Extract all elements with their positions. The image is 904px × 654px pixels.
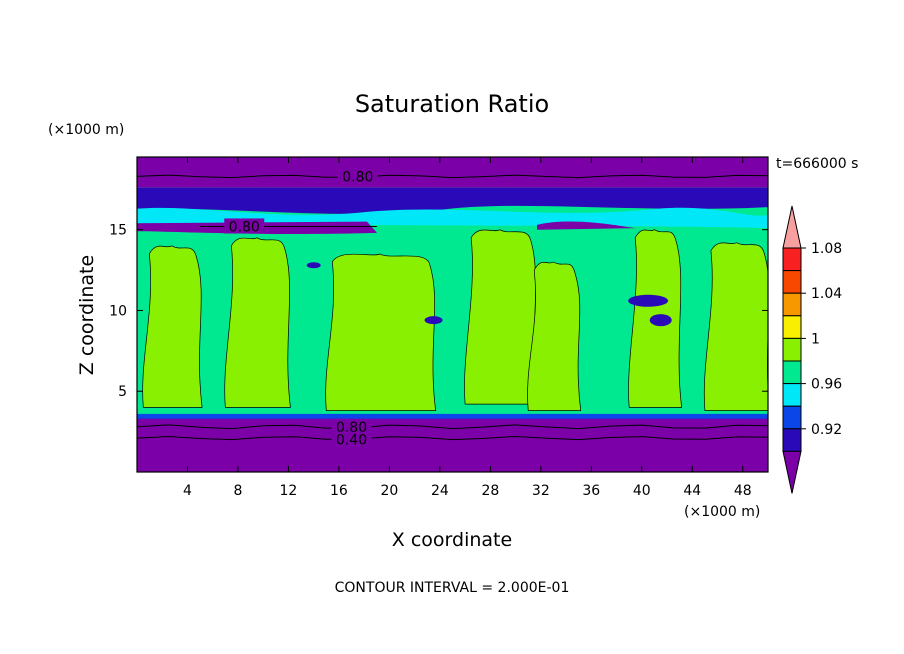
colorbar-segment (782, 360, 802, 385)
y-tick-label: 15 (109, 223, 127, 239)
supersaturated-patch (224, 237, 291, 408)
x-tick-label: 12 (280, 483, 298, 499)
chart-title: Saturation Ratio (355, 90, 549, 118)
plot-frame (136, 156, 769, 473)
supersaturated-patch (325, 253, 436, 411)
colorbar-tick-label: 0.92 (811, 422, 842, 438)
y-axis-label: Z coordinate (76, 255, 98, 375)
upper-dry-band (137, 157, 768, 188)
colorbar-segment (782, 247, 802, 272)
lower-band-edge (137, 413, 768, 419)
colorbar-tick-label: 1 (811, 331, 820, 347)
colorbar-segment (782, 428, 802, 452)
colorbar-tick-label: 1.04 (811, 286, 842, 302)
colorbar-segment (782, 337, 802, 362)
x-axis-label: X coordinate (392, 529, 512, 551)
x-tick-label: 40 (633, 483, 651, 499)
supersaturated-patch (464, 229, 537, 405)
x-tick-label: 36 (582, 483, 600, 499)
contour-label: 0.80 (342, 169, 373, 185)
dry-cell (306, 262, 321, 269)
x-tick-label: 32 (532, 483, 550, 499)
supersaturated-patch (703, 242, 768, 411)
colorbar-segment (782, 292, 802, 317)
colorbar-bottom-arrow (782, 450, 802, 494)
colorbar-tick-label: 0.96 (811, 377, 842, 393)
y-tick-label: 10 (109, 303, 127, 319)
x-unit-label: (×1000 m) (684, 504, 760, 520)
y-axis-ticks: 5 10 15 (109, 223, 768, 400)
contour-line-lower-b (137, 435, 768, 441)
supersaturated-patch (527, 261, 582, 411)
colorbar-segment (782, 383, 802, 407)
colorbar-segment (782, 270, 802, 294)
supersaturated-patch (142, 245, 203, 408)
x-tick-label: 24 (431, 483, 449, 499)
dry-cell (628, 294, 669, 307)
colorbar-tick-label: 1.08 (811, 241, 842, 257)
colorbar-segment (782, 315, 802, 339)
x-tick-label: 28 (481, 483, 499, 499)
colorbar: 0.92 0.96 1 1.04 1.08 (782, 205, 842, 494)
contour-label-bg (331, 418, 372, 434)
colorbar-top-arrow (782, 205, 802, 249)
lower-dry-band (137, 415, 768, 472)
contour-field (137, 157, 768, 472)
x-tick-label: 16 (330, 483, 348, 499)
contour-label: 0.80 (229, 219, 260, 235)
contour-interval-footer: CONTOUR INTERVAL = 2.000E-01 (335, 580, 570, 596)
contour-label-bg (337, 168, 378, 184)
upper-band-blue (137, 187, 768, 214)
dry-cell (649, 314, 672, 327)
x-axis-ticks: 4 8 12 16 20 24 28 32 36 40 44 48 (183, 157, 752, 499)
contour-line-upper (137, 174, 768, 179)
contour-labels: 0.800.800.800.40 (224, 168, 378, 449)
contour-label-bg (331, 431, 372, 447)
x-tick-label: 44 (683, 483, 701, 499)
contour-label: 0.40 (336, 433, 367, 449)
time-label: t=666000 s (776, 156, 858, 172)
x-tick-label: 8 (233, 483, 242, 499)
contour-label-bg (224, 218, 265, 234)
x-tick-label: 48 (734, 483, 752, 499)
upper-band-violet-2 (537, 221, 637, 230)
dry-cell (424, 316, 443, 325)
y-unit-label: (×1000 m) (48, 122, 124, 138)
x-tick-label: 20 (380, 483, 398, 499)
colorbar-segment (782, 405, 802, 430)
x-tick-label: 4 (183, 483, 192, 499)
y-tick-label: 5 (118, 384, 127, 400)
contour-line-lower-a (137, 424, 768, 430)
